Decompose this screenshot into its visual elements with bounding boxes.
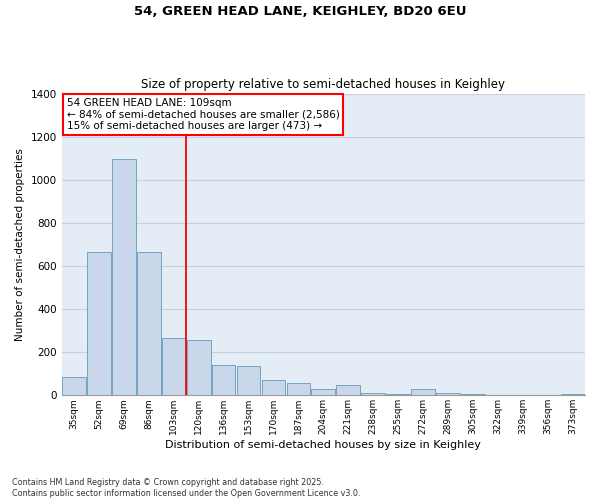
Bar [287, 384, 310, 396]
Bar [561, 394, 584, 396]
Bar [187, 340, 211, 396]
Title: Size of property relative to semi-detached houses in Keighley: Size of property relative to semi-detach… [142, 78, 505, 91]
Bar [262, 380, 286, 396]
Bar [436, 393, 460, 396]
Bar [337, 384, 360, 396]
Bar [162, 338, 185, 396]
Bar [411, 389, 435, 396]
Y-axis label: Number of semi-detached properties: Number of semi-detached properties [15, 148, 25, 341]
Bar [461, 394, 485, 396]
Bar [212, 365, 235, 396]
Bar [137, 252, 161, 396]
Bar [87, 252, 111, 396]
Bar [237, 366, 260, 396]
Bar [112, 160, 136, 396]
Bar [361, 393, 385, 396]
Text: 54, GREEN HEAD LANE, KEIGHLEY, BD20 6EU: 54, GREEN HEAD LANE, KEIGHLEY, BD20 6EU [134, 5, 466, 18]
Text: Contains HM Land Registry data © Crown copyright and database right 2025.
Contai: Contains HM Land Registry data © Crown c… [12, 478, 361, 498]
Bar [311, 389, 335, 396]
Text: 54 GREEN HEAD LANE: 109sqm
← 84% of semi-detached houses are smaller (2,586)
15%: 54 GREEN HEAD LANE: 109sqm ← 84% of semi… [67, 98, 340, 132]
Bar [62, 377, 86, 396]
Bar [386, 394, 410, 396]
X-axis label: Distribution of semi-detached houses by size in Keighley: Distribution of semi-detached houses by … [166, 440, 481, 450]
